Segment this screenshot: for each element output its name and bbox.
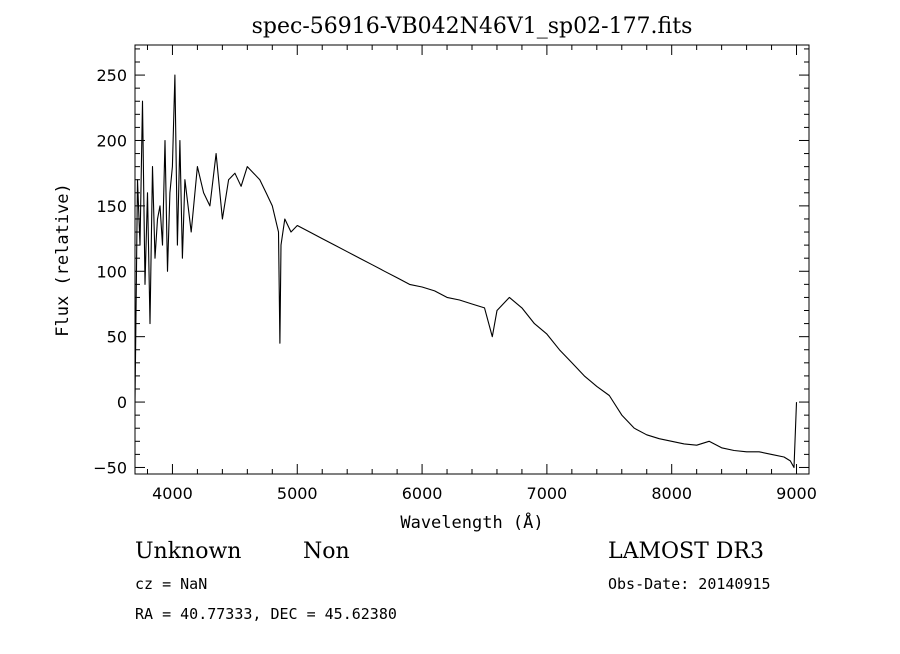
- x-axis-label: Wavelength (Å): [400, 511, 543, 533]
- x-tick-label: 6000: [402, 484, 443, 503]
- redshift-text: cz = NaN: [135, 575, 207, 593]
- plot-frame: [134, 44, 810, 475]
- y-tick-label: 0: [117, 393, 127, 412]
- x-tick-label: 7000: [527, 484, 568, 503]
- chart-title: spec-56916-VB042N46V1_sp02-177.fits: [252, 14, 693, 39]
- obs-date-text: Obs-Date: 20140915: [608, 575, 771, 593]
- object-subclass: Non: [303, 539, 350, 564]
- coordinates-text: RA = 40.77333, DEC = 45.62380: [135, 605, 397, 623]
- x-tick-label: 4000: [152, 484, 193, 503]
- plot-area: 4000 5000 6000 7000 8000 9000 −50 0 50 100 150 200 2…: [93, 44, 817, 503]
- survey-label: LAMOST DR3: [608, 539, 764, 564]
- y-tick-label: 100: [96, 262, 127, 281]
- y-tick-label: 200: [96, 131, 127, 150]
- y-axis-label: Flux (relative): [53, 183, 73, 337]
- y-tick-label: 150: [96, 197, 127, 216]
- x-tick-label: 9000: [776, 484, 817, 503]
- object-class: Unknown: [135, 539, 241, 564]
- y-tick-label: 50: [107, 328, 127, 347]
- spectrum-line: [135, 74, 798, 469]
- x-tick-label: 8000: [651, 484, 692, 503]
- y-tick-label: −50: [93, 458, 127, 477]
- y-tick-label: 250: [96, 66, 127, 85]
- x-tick-label: 5000: [277, 484, 318, 503]
